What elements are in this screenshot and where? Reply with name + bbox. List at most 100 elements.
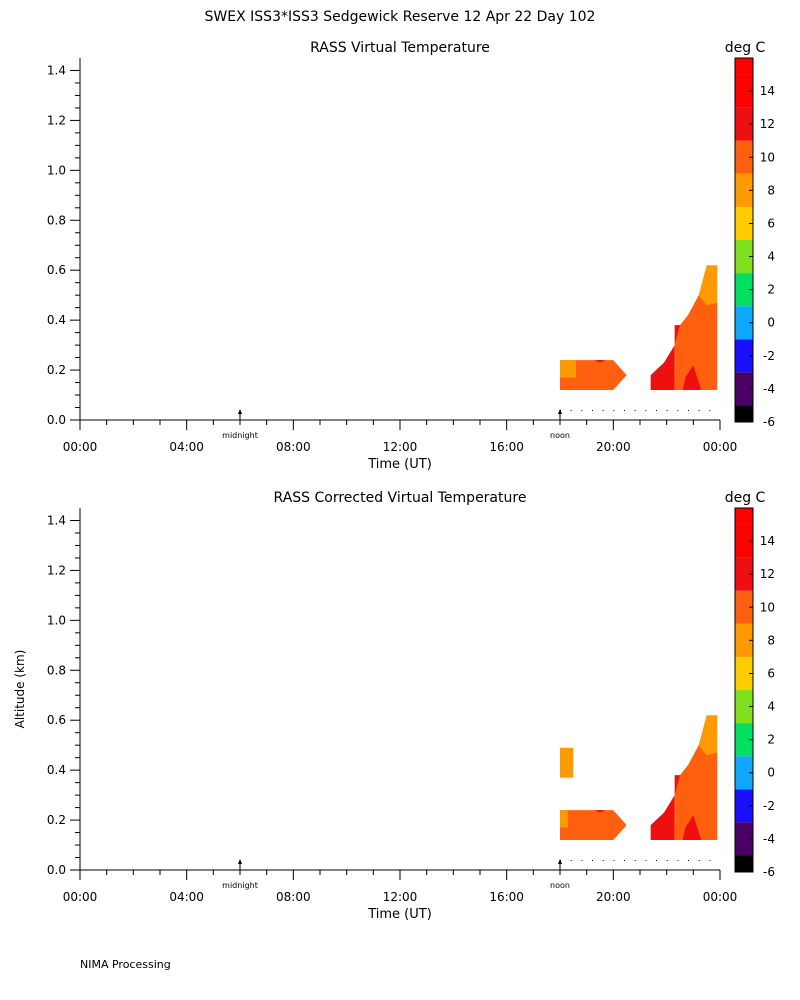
colorbar-frame — [734, 57, 754, 423]
y-tick-label: 0.0 — [47, 413, 66, 427]
x-tick-label: 08:00 — [276, 890, 311, 904]
sample-dot — [570, 410, 572, 412]
colorbar-tick-label: 6 — [767, 216, 775, 230]
colorbar-bin — [735, 508, 753, 525]
data-region — [594, 810, 606, 813]
colorbar-tick-label: 14 — [760, 534, 775, 548]
colorbar-bin — [735, 590, 753, 624]
y-axis-label: Altitude (km) — [13, 650, 27, 729]
y-tick-label: 0.8 — [47, 663, 66, 677]
y-tick-label: 0.2 — [47, 363, 66, 377]
colorbar-bin — [735, 524, 753, 558]
colorbar-bin — [735, 107, 753, 141]
colorbar-bin — [735, 372, 753, 406]
colorbar-bin — [735, 656, 753, 690]
data-region — [682, 815, 702, 840]
sample-dot — [634, 410, 636, 412]
marker-label: noon — [550, 431, 570, 440]
sample-dot — [709, 410, 711, 412]
data-region — [560, 747, 574, 778]
colorbar-bin — [735, 273, 753, 307]
sample-dot — [613, 410, 615, 412]
x-tick-label: 00:00 — [63, 440, 98, 454]
colorbar-tick-label: 8 — [767, 183, 775, 197]
y-tick-label: 0.4 — [47, 763, 66, 777]
data-region — [688, 295, 718, 390]
x-tick-label: 12:00 — [383, 440, 418, 454]
colorbar-bin — [735, 855, 753, 872]
x-tick-label: 20:00 — [596, 440, 631, 454]
sample-dot — [592, 410, 593, 412]
sample-dot — [677, 860, 679, 862]
colorbar-tick-label: 2 — [767, 733, 775, 747]
colorbar-tick-label: -4 — [763, 382, 775, 396]
data-region — [682, 365, 702, 390]
colorbar-frame — [734, 507, 754, 873]
data-region — [688, 745, 718, 840]
colorbar-tick-label: 8 — [767, 633, 775, 647]
data-region — [594, 360, 606, 363]
sample-dot — [688, 410, 689, 412]
y-tick-label: 1.0 — [47, 163, 66, 177]
x-tick-label: 00:00 — [63, 890, 98, 904]
colorbar-bin — [735, 789, 753, 823]
sample-dot — [624, 410, 625, 412]
colorbar-bin — [735, 173, 753, 207]
colorbar-tick-label: -6 — [763, 415, 775, 429]
data-region — [698, 265, 718, 306]
sample-dot — [560, 410, 561, 412]
panel-title: RASS Virtual Temperature — [310, 40, 490, 56]
y-tick-label: 0.8 — [47, 213, 66, 227]
data-region — [560, 810, 568, 828]
y-tick-label: 0.2 — [47, 813, 66, 827]
colorbar-tick-label: -2 — [763, 349, 775, 363]
marker-arrow — [238, 409, 242, 414]
y-tick-label: 1.0 — [47, 613, 66, 627]
sample-dot — [613, 860, 615, 862]
sample-dot — [634, 860, 636, 862]
sample-dot — [602, 860, 604, 862]
colorbar-tick-label: 6 — [767, 666, 775, 680]
colorbar-tick-label: 2 — [767, 283, 775, 297]
colorbar-bin — [735, 306, 753, 340]
colorbar-tick-label: 4 — [767, 700, 775, 714]
y-tick-label: 1.4 — [47, 63, 66, 77]
y-tick-label: 0.4 — [47, 313, 66, 327]
x-tick-label: 04:00 — [169, 440, 204, 454]
sample-dot — [666, 860, 668, 862]
sample-dot — [656, 860, 657, 862]
colorbar-bin — [735, 557, 753, 591]
x-axis-label: Time (UT) — [367, 907, 432, 922]
sample-dot — [666, 410, 668, 412]
data-region — [560, 360, 627, 390]
colorbar-bin — [735, 206, 753, 240]
colorbar-tick-label: 0 — [767, 316, 775, 330]
x-tick-label: 04:00 — [169, 890, 204, 904]
y-tick-label: 1.2 — [47, 563, 66, 577]
colorbar-tick-label: 12 — [760, 117, 775, 131]
x-axis-label: Time (UT) — [367, 457, 432, 472]
colorbar-title: deg C — [725, 40, 766, 56]
sample-dot — [560, 860, 561, 862]
sample-dot — [677, 410, 679, 412]
colorbar-tick-label: 4 — [767, 250, 775, 264]
figure-title: SWEX ISS3*ISS3 Sedgewick Reserve 12 Apr … — [205, 9, 596, 25]
sample-dot — [709, 860, 711, 862]
data-region — [650, 795, 675, 840]
data-region — [560, 810, 627, 840]
x-tick-label: 12:00 — [383, 890, 418, 904]
marker-arrow — [558, 859, 562, 864]
x-tick-label: 20:00 — [596, 890, 631, 904]
x-tick-label: 16:00 — [489, 440, 524, 454]
colorbar-bin — [735, 822, 753, 856]
marker-arrow — [558, 409, 562, 414]
sample-dot — [656, 410, 657, 412]
colorbar-tick-label: 10 — [760, 150, 775, 164]
colorbar-bin — [735, 74, 753, 108]
colorbar-tick-label: -2 — [763, 799, 775, 813]
marker-label: noon — [550, 881, 570, 890]
data-region — [674, 315, 688, 390]
sample-dot — [698, 410, 700, 412]
colorbar-bin — [735, 339, 753, 373]
